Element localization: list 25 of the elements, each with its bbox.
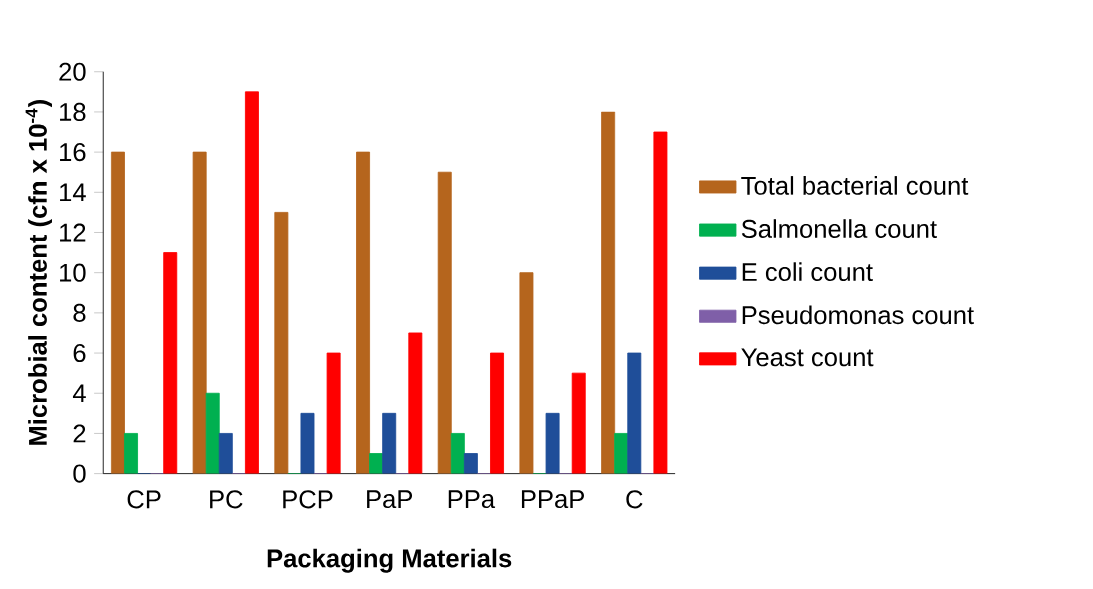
x-tick-label: PPaP — [521, 490, 584, 509]
y-tick-label: 2 — [73, 424, 86, 443]
x-tick-label: PC — [210, 490, 243, 509]
y-tick-label: 4 — [72, 384, 86, 403]
x-tick-label: CP — [127, 490, 161, 509]
legend-label: Pseudomonas count — [742, 305, 974, 325]
y-tick-label: 12 — [60, 223, 86, 242]
legend-label: Yeast count — [741, 348, 874, 367]
x-tick-label: PCP — [283, 490, 333, 509]
x-axis-title: Packaging Materials — [267, 548, 512, 573]
y-tick-label: 14 — [60, 183, 86, 202]
legend-label: Salmonella count — [741, 219, 937, 238]
x-tick-label: C — [626, 490, 643, 509]
x-tick-label: PPa — [448, 490, 496, 509]
legend-label: Total bacterial count — [741, 176, 969, 195]
y-tick-label: 6 — [73, 344, 86, 363]
y-axis-title: Microbial content (cfn x 10$^{-4}$) — [25, 100, 52, 445]
y-tick-label: 16 — [60, 143, 86, 162]
y-tick-label: 8 — [73, 303, 86, 322]
legend-label: E coli count — [742, 262, 873, 282]
y-tick-label: 10 — [60, 263, 86, 282]
y-tick-label: 20 — [59, 62, 86, 81]
y-tick-label: 18 — [60, 102, 86, 121]
y-tick-label: 0 — [73, 464, 86, 483]
x-tick-label: PaP — [367, 490, 413, 509]
